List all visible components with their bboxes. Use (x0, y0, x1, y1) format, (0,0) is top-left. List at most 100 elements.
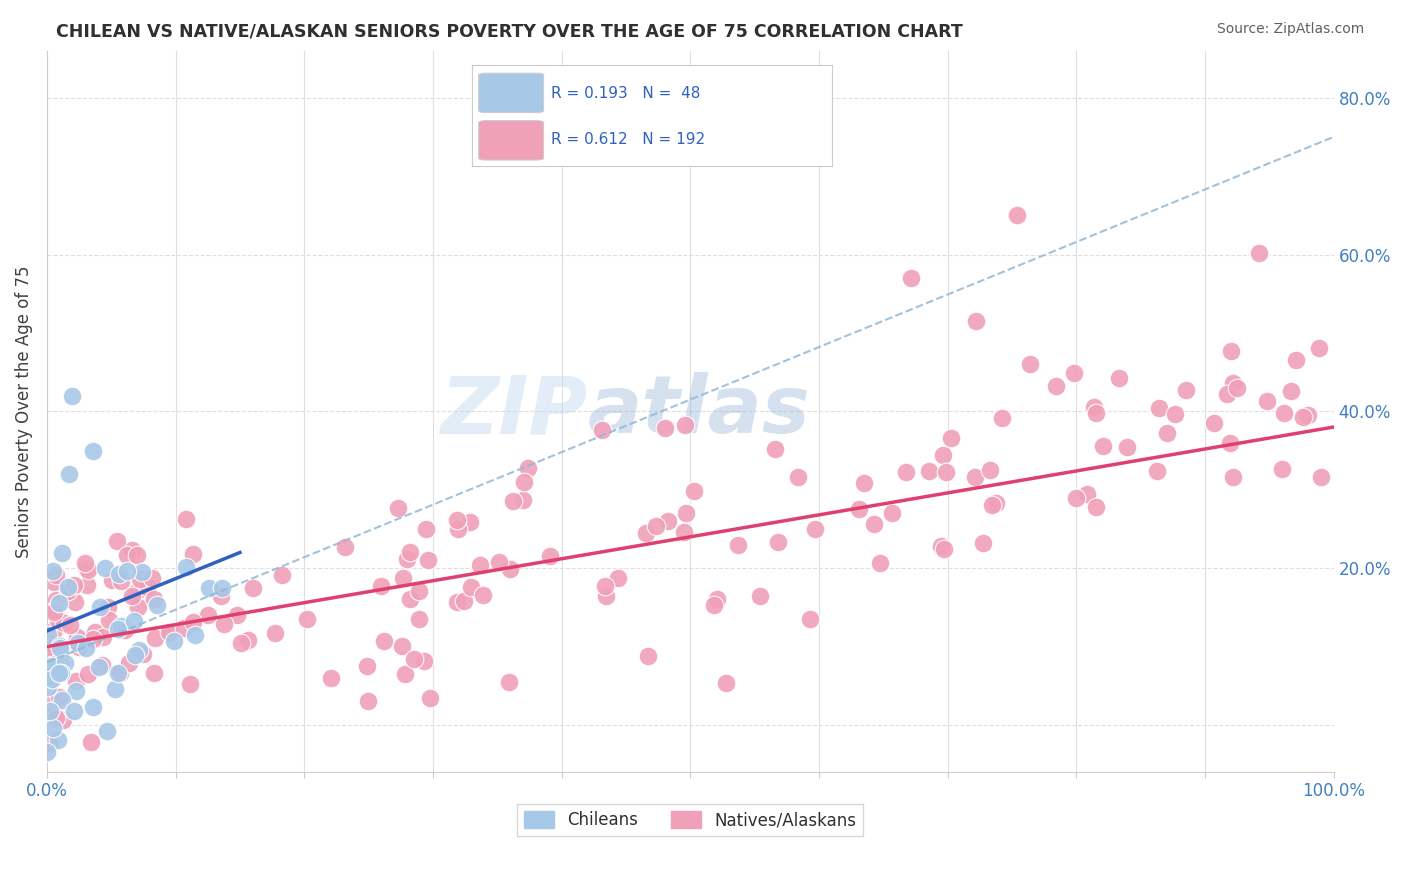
Point (1285, 352, 1308, 367)
Point (48, 690, 70, 704)
Point (157, 625, 180, 640)
Point (852, 476, 875, 491)
Point (1308, 341, 1330, 355)
Point (37, 669, 59, 683)
Point (121, 542, 143, 557)
Point (38, 667, 60, 681)
Point (38, 636, 60, 650)
Point (460, 580, 482, 594)
Text: ZIP: ZIP (440, 372, 588, 450)
Point (141, 570, 163, 584)
Point (1272, 406, 1295, 420)
Point (1064, 491, 1087, 505)
Point (107, 623, 129, 637)
Point (896, 465, 918, 479)
Point (107, 567, 129, 582)
Point (1156, 425, 1178, 440)
Point (110, 665, 132, 680)
Point (51, 665, 73, 680)
Point (75, 556, 97, 570)
Point (1296, 408, 1319, 422)
Point (1222, 376, 1244, 391)
Point (212, 617, 235, 632)
Point (412, 654, 434, 668)
Point (675, 506, 697, 520)
Point (56, 584, 79, 599)
Point (45, 647, 67, 661)
Point (38, 704, 60, 718)
Point (41, 672, 63, 686)
Point (1108, 371, 1130, 385)
Point (748, 589, 770, 603)
Point (67, 636, 90, 650)
Point (768, 534, 790, 549)
Point (42, 721, 65, 735)
Point (67, 640, 90, 655)
Point (124, 615, 146, 629)
Point (1220, 344, 1243, 359)
Point (1215, 387, 1237, 401)
Point (242, 581, 264, 595)
Point (399, 545, 422, 559)
Point (143, 631, 166, 645)
Point (1204, 416, 1226, 430)
Point (125, 548, 148, 562)
Point (263, 626, 285, 640)
Point (1018, 357, 1040, 371)
Point (516, 461, 538, 475)
Point (972, 536, 994, 550)
Point (446, 513, 468, 527)
Point (271, 567, 294, 582)
Point (538, 549, 561, 563)
Point (37, 668, 59, 682)
Point (63, 578, 86, 592)
Point (58, 467, 80, 481)
Point (105, 533, 128, 548)
Point (94, 561, 117, 575)
Point (447, 522, 470, 536)
Point (181, 615, 204, 629)
Point (107, 665, 129, 680)
Point (1174, 383, 1197, 397)
Point (76, 578, 98, 592)
Point (1309, 470, 1331, 484)
Point (1164, 407, 1187, 421)
Point (593, 579, 616, 593)
Point (37, 642, 59, 657)
Point (110, 619, 132, 633)
Point (89, 600, 111, 615)
Point (446, 595, 468, 609)
Point (114, 624, 136, 638)
Point (136, 580, 159, 594)
Point (391, 639, 413, 653)
Point (935, 465, 957, 479)
Point (869, 556, 891, 570)
Point (673, 417, 696, 432)
Point (595, 589, 617, 603)
Point (39, 666, 62, 681)
Point (498, 675, 520, 690)
Point (59, 618, 82, 632)
Point (124, 584, 146, 599)
Point (209, 589, 232, 603)
Point (848, 501, 870, 516)
Point (174, 511, 197, 525)
Point (131, 565, 153, 579)
Point (395, 551, 418, 566)
Point (52, 615, 75, 630)
Point (75, 561, 97, 575)
Point (513, 475, 536, 489)
Point (512, 493, 534, 508)
Point (44, 603, 66, 617)
Point (1045, 378, 1067, 392)
Point (37, 745, 59, 759)
Point (488, 555, 510, 569)
Point (356, 693, 378, 707)
Point (645, 518, 668, 533)
Point (53, 656, 76, 670)
Point (211, 581, 233, 595)
Point (128, 643, 150, 657)
Point (104, 682, 127, 697)
Point (472, 588, 495, 602)
Point (1085, 406, 1108, 420)
